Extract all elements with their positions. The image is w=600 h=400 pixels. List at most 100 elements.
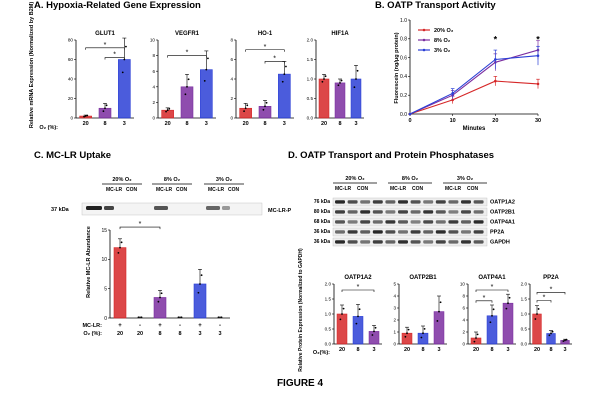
c-ytick-label: 15	[101, 228, 107, 234]
d-pp2a-bar	[532, 313, 542, 345]
c-mclr-label: -	[139, 323, 141, 329]
d-blot-band	[398, 230, 408, 234]
d-blot-band	[360, 200, 371, 204]
a-ho-1-xtick-label: 20	[243, 121, 249, 127]
c-point	[177, 316, 180, 319]
d-oatp4a1-ytick-label: 4	[462, 318, 465, 323]
d-blot-band	[372, 210, 383, 214]
d-oatp1a2-point	[339, 318, 342, 321]
b-xtick-label: 30	[535, 118, 541, 124]
d-oatp4a1-ytick-label: 6	[462, 306, 465, 311]
b-point	[408, 112, 412, 116]
d-blot-kda: 68 kDa	[314, 219, 330, 225]
c-point	[140, 316, 143, 319]
a-ho-1-subplot: HO-1 0 2 4 6 8 20 8 3 * *	[230, 31, 294, 127]
d-oatp2b1-xtick-label: 3	[437, 347, 440, 353]
panel-d-ylabel: Relative Protein Expression (Normalized …	[298, 248, 304, 372]
d-oatp4a1-xtick-label: 8	[490, 347, 493, 353]
a-vegfr1-point	[186, 85, 188, 88]
d-oatp4a1-sig-bracket	[475, 289, 509, 292]
a-ho-1-ytick-label: 0	[230, 116, 233, 121]
c-row-label: O₂ (%):	[83, 331, 102, 337]
d-blot-band	[360, 220, 371, 224]
c-bar	[193, 283, 207, 319]
d-blot-lane-label: CON	[357, 186, 369, 192]
c-blot-lane-label: CON	[176, 187, 188, 193]
a-glut1-point	[105, 104, 108, 107]
a-glut1-ytick-label: 80	[68, 38, 74, 43]
a-hif1a-point	[337, 84, 340, 87]
a-vegfr1-xtick-label: 20	[165, 121, 171, 127]
b-ytick-label: 0.6	[400, 55, 407, 61]
d-blot-band	[435, 220, 446, 224]
d-oatp1a2-point	[357, 315, 359, 318]
a-vegfr1-xtick-label: 8	[185, 121, 188, 127]
d-oatp4a1-bar	[502, 302, 514, 345]
d-blot-group-label: 20% O₂	[345, 176, 365, 182]
a-ho-1-sig-star: *	[264, 44, 267, 51]
a-ho-1-ytick-label: 2	[230, 96, 233, 101]
d-pp2a-ytick-label: 1.5	[521, 297, 528, 302]
d-pp2a-point	[562, 340, 565, 343]
d-blot-band	[423, 230, 434, 234]
c-blot-lane-label: MC-LR	[106, 187, 122, 193]
a-glut1-point	[104, 107, 106, 110]
d-blot-band	[347, 200, 358, 204]
d-oatp4a1-point	[489, 321, 492, 324]
a-vegfr1-bar	[161, 109, 174, 119]
d-oatp2b1-point	[438, 310, 440, 313]
d-blot-band	[461, 220, 471, 224]
a-glut1-point	[84, 115, 87, 117]
a-ho-1-bar	[278, 73, 291, 119]
d-oatp4a1-title: OATP4A1	[478, 275, 506, 281]
d-blot-band	[410, 200, 421, 204]
a-glut1-sig-star: *	[104, 42, 107, 49]
d-oatp4a1-point	[491, 314, 493, 317]
a-ho-1-ytick-label: 6	[230, 57, 233, 62]
d-blot-row-label: OATP4A1	[490, 220, 515, 226]
c-ytick-label: 5	[104, 286, 107, 292]
a-hif1a-ytick-label: 0.5	[307, 96, 314, 101]
d-oatp2b1-bar	[433, 311, 445, 345]
a-glut1-point	[86, 114, 89, 117]
d-blot-band	[385, 210, 396, 214]
d-oatp2b1-bar	[401, 332, 413, 345]
d-oatp4a1-ytick-label: 2	[462, 330, 465, 335]
a-vegfr1-point	[187, 78, 190, 81]
d-blot-band	[385, 220, 396, 224]
b-legend-label: 3% O₂	[434, 48, 451, 54]
a-hif1a-point	[339, 82, 341, 84]
d-oatp1a2-subplot: OATP1A2 0.0 0.5 1.0 1.5 2.0 20 8 3 *	[325, 275, 382, 353]
figure-label: FIGURE 4	[276, 378, 324, 389]
d-oatp2b1-point	[436, 320, 439, 322]
d-oatp4a1-point	[492, 308, 495, 311]
a-vegfr1-point	[166, 109, 169, 112]
c-point	[199, 283, 201, 285]
c-ytick-label: 0	[104, 316, 107, 322]
d-pp2a-point	[536, 313, 538, 315]
c-point	[157, 300, 160, 303]
a-vegfr1-point	[203, 79, 206, 82]
d-blot-band	[461, 200, 471, 204]
c-point	[180, 316, 183, 319]
b-series-line	[409, 55, 539, 115]
a-vegfr1-sig-star: *	[186, 50, 189, 57]
d-blot-band	[385, 240, 396, 244]
d-blot-band	[473, 210, 484, 214]
d-oatp4a1-xtick-label: 3	[506, 347, 509, 353]
d-blot-kda: 36 kDa	[314, 239, 330, 245]
c-mclr-label: -	[179, 323, 181, 329]
d-blot-band	[423, 240, 434, 244]
panel-a-title: A. Hypoxia-Related Gene Expression	[34, 0, 201, 11]
b-xtick-label: 0	[408, 118, 411, 124]
b-series-line	[409, 49, 539, 115]
a-hif1a-point	[324, 75, 327, 78]
a-vegfr1-point	[184, 93, 187, 96]
b-point	[536, 82, 540, 86]
d-blot-band	[398, 240, 408, 244]
a-vegfr1-bar	[200, 69, 213, 119]
